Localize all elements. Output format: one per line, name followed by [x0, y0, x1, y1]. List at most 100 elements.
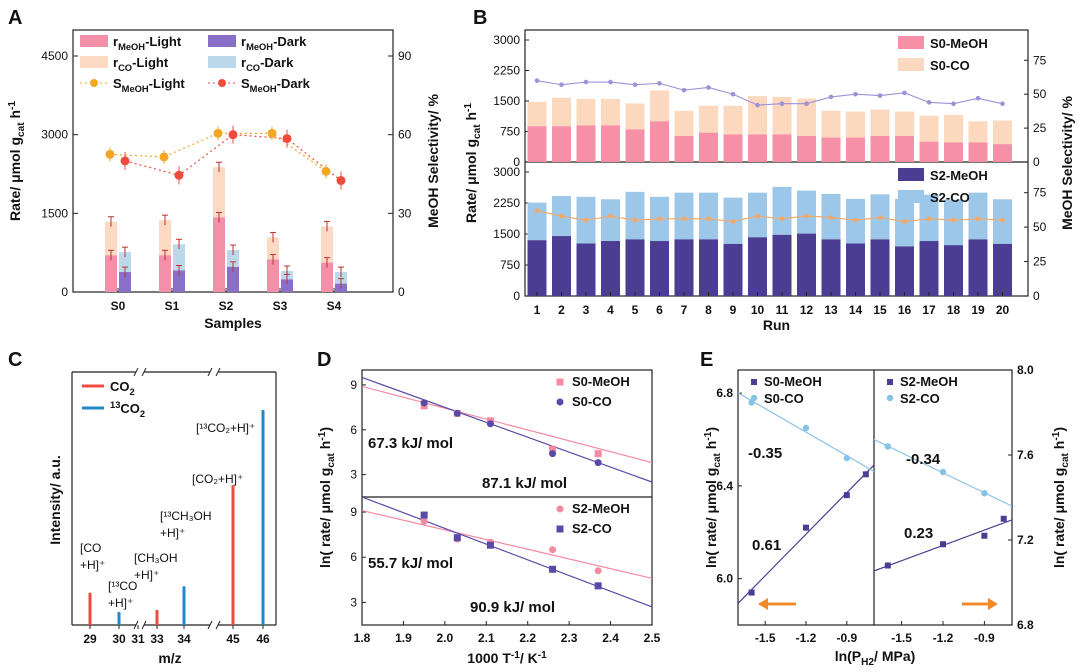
- y-tick-label: 6.4: [716, 479, 733, 493]
- point-selectivity-s2: [706, 216, 711, 222]
- legend-label-part: MeOH: [250, 84, 277, 94]
- axis-break-mark: [141, 367, 147, 377]
- point-co: [594, 582, 602, 590]
- point-selectivity-s2: [1000, 217, 1005, 223]
- fit-line-meoh: [738, 464, 874, 605]
- peak-label: +H]⁺: [160, 526, 185, 540]
- bar-s0-co: [870, 109, 890, 136]
- x-tick-label: 34: [177, 632, 191, 646]
- y-axis-label-right-part: h: [1051, 441, 1067, 453]
- y2-axis-label: MeOH Selectivity/ %: [425, 94, 441, 228]
- axis-break-mark: [133, 367, 139, 377]
- legend-marker: [751, 379, 757, 385]
- axis-break-gap: [210, 369, 218, 375]
- y-tick-label: 0: [513, 155, 520, 169]
- legend-marker: [887, 379, 893, 385]
- arrow-left-icon: [758, 598, 768, 610]
- point-selectivity-s2: [583, 217, 589, 223]
- panel-a: A 0 1500 3000 4500 0 30 60 90 Rate/ μmol gcat h-1…: [7, 7, 441, 331]
- y-tick-label: 6.0: [716, 572, 733, 586]
- peak-co2: [155, 609, 159, 625]
- x-tick-label: 3: [583, 303, 590, 317]
- x-axis-label: m/z: [158, 650, 181, 666]
- point-selectivity-s0: [975, 95, 981, 101]
- point-selectivity-s0: [877, 93, 883, 98]
- x-tick-label: 1: [534, 303, 541, 317]
- bar-s2-meoh: [944, 245, 963, 296]
- bar-s0-meoh: [576, 125, 596, 162]
- point-meoh: [884, 562, 891, 569]
- peak-13co2: [261, 410, 265, 625]
- legend-label-part: MeOH: [122, 84, 149, 94]
- bar-s0-co: [895, 111, 914, 136]
- legend-label-part: CO: [246, 63, 260, 73]
- bar-co-dark: [227, 250, 239, 267]
- x-axis-label-part: 1000 T: [467, 650, 511, 666]
- x-tick-label: 2.1: [478, 631, 495, 645]
- axis-break-mark: [133, 620, 139, 630]
- bar-s2-meoh: [797, 233, 816, 296]
- bar-s0-meoh: [870, 135, 890, 162]
- axis-break-gap: [136, 622, 144, 628]
- bar-s0-meoh: [895, 135, 914, 162]
- y-axis-label: ln( rate/ μmol gcat h-1): [317, 427, 337, 568]
- bar-s2-meoh: [993, 243, 1012, 296]
- x-tick-label: 7: [681, 303, 688, 317]
- bar-s2-co: [797, 190, 816, 234]
- point-selectivity-s0: [902, 90, 907, 96]
- axis-break-mark: [207, 620, 213, 630]
- bar-meoh-light: [213, 217, 225, 292]
- y-axis-label-right-part: cat: [1060, 452, 1071, 467]
- peak-label: +H]⁺: [134, 568, 159, 582]
- x-axis-label: Samples: [204, 315, 262, 331]
- y2-tick-label: 0: [398, 285, 405, 299]
- x-tick-label: -1.2: [796, 631, 817, 645]
- point-co: [420, 399, 428, 407]
- y-axis-label-part: h: [7, 110, 23, 122]
- bar-s0-co: [699, 105, 718, 133]
- y-axis-label-right-part: ln( rate/ μmol g: [1051, 468, 1067, 568]
- bar-s0-co: [625, 103, 645, 130]
- x-axis-label-part: -1: [538, 650, 547, 661]
- y-axis-label-part: cat: [472, 124, 483, 139]
- x-tick-label: 2.5: [644, 631, 661, 645]
- point-co: [420, 511, 428, 519]
- x-tick-label: 45: [226, 632, 240, 646]
- bar-s0-co: [723, 105, 743, 135]
- line-selectivity-s0: [536, 80, 1003, 106]
- y2-axis-label: MeOH Selectivity/ %: [1059, 96, 1075, 230]
- legend-label-part: r: [241, 55, 246, 70]
- legend-label: 13CO2: [110, 400, 145, 419]
- y-tick-label: 6.8: [716, 386, 733, 400]
- legend-label-part: -Dark: [260, 55, 294, 70]
- x-tick-label: S0: [111, 299, 126, 313]
- bar-s2-meoh: [919, 241, 939, 296]
- bar-s2-co: [968, 192, 988, 240]
- point-selectivity-s0: [706, 85, 711, 90]
- y-axis-label-part: cat: [326, 452, 337, 467]
- legend-label: rCO-Light: [113, 55, 169, 73]
- point-meoh: [594, 450, 602, 458]
- legend-label-part: r: [113, 55, 118, 70]
- x-tick-label: 5: [632, 303, 639, 317]
- point-co: [884, 443, 891, 450]
- bar-s2-meoh: [699, 239, 718, 296]
- bar-s0-meoh: [723, 134, 743, 162]
- y-tick-label: 3: [350, 595, 357, 609]
- point-co: [453, 534, 461, 542]
- y-axis-label-right-part: ): [1051, 427, 1067, 432]
- legend-swatch: [208, 56, 236, 68]
- y-tick-label: 4500: [41, 49, 68, 63]
- x-axis-label-part: / MPa): [874, 648, 915, 664]
- point-selectivity-s0: [853, 91, 858, 97]
- legend-label: SMeOH-Light: [113, 76, 185, 94]
- y-tick-label: 6: [350, 423, 357, 437]
- x-tick-label: -0.9: [836, 631, 857, 645]
- legend-swatch: [898, 36, 924, 49]
- y2-tick-label: 0: [1033, 289, 1040, 303]
- legend-swatch: [898, 58, 924, 71]
- legend-label-part: S: [241, 76, 250, 91]
- point-selectivity-s0: [559, 82, 564, 88]
